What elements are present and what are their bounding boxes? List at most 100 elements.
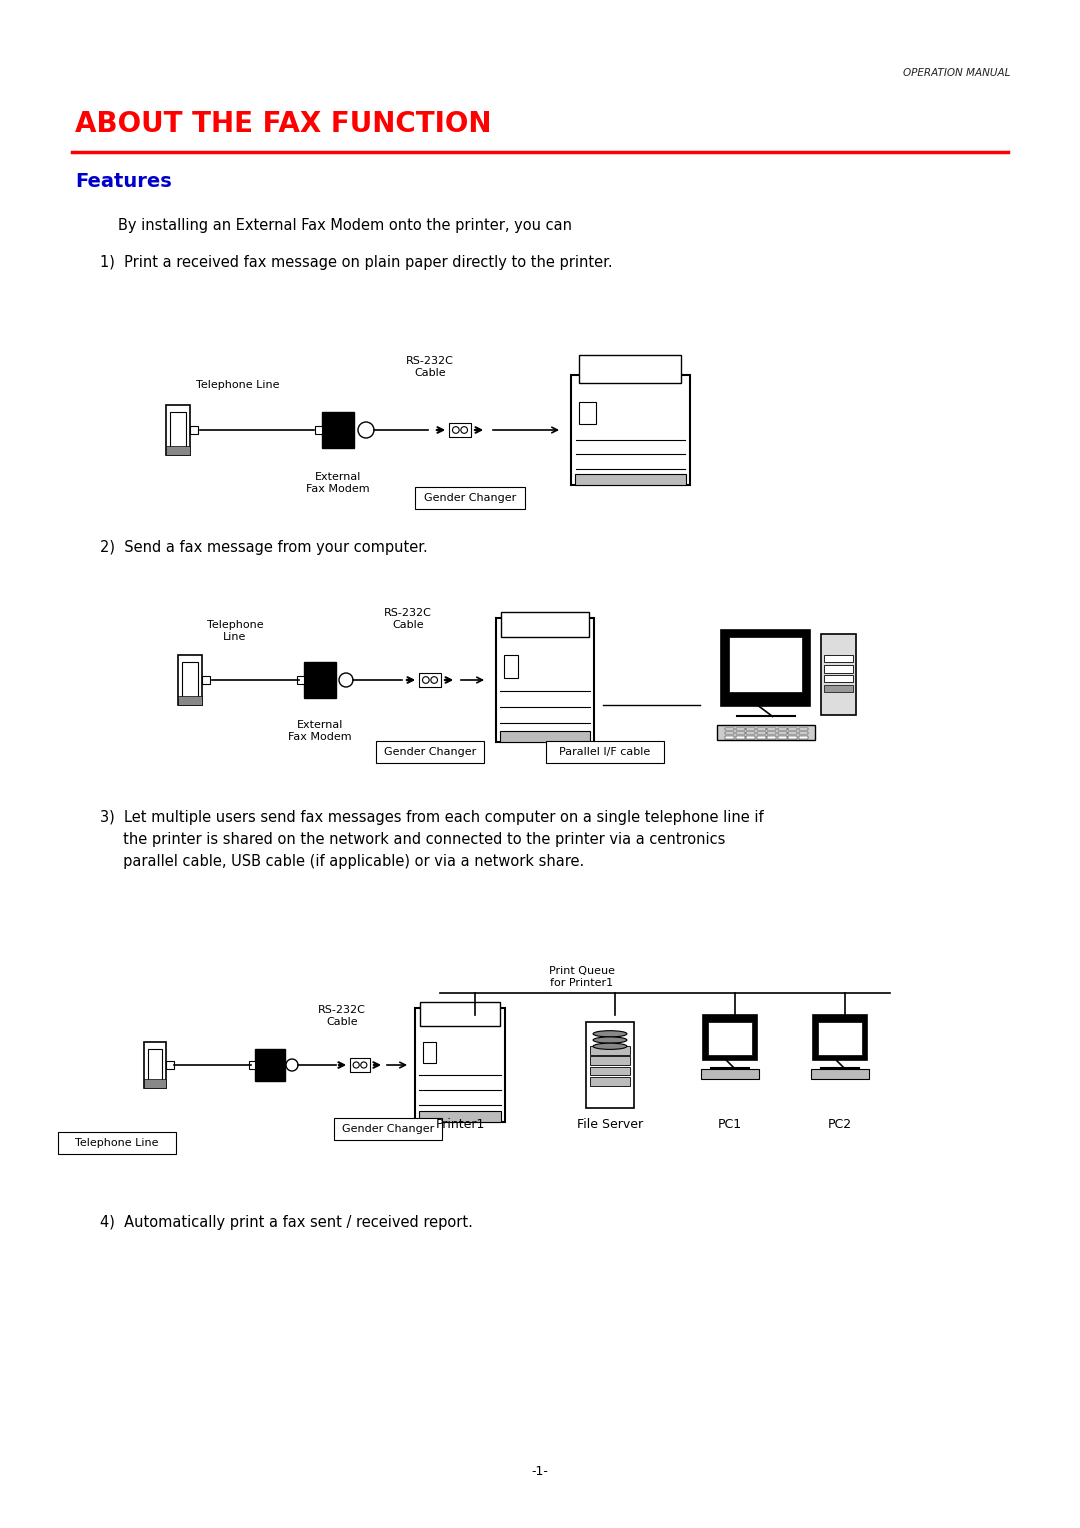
Bar	[585, 1022, 634, 1108]
Bar	[148, 1048, 162, 1082]
Bar	[255, 1048, 285, 1082]
Text: Telephone
Line: Telephone Line	[206, 620, 264, 642]
Bar	[729, 637, 802, 692]
Text: 4)  Automatically print a fax sent / received report.: 4) Automatically print a fax sent / rece…	[100, 1215, 473, 1230]
Bar	[58, 1132, 176, 1154]
Bar	[350, 1059, 369, 1071]
Bar	[735, 727, 745, 730]
Bar	[735, 732, 745, 735]
Bar	[813, 1015, 866, 1060]
Bar	[788, 727, 797, 730]
Text: PC1: PC1	[718, 1118, 742, 1131]
Text: Features: Features	[75, 173, 172, 191]
Bar	[757, 736, 766, 738]
Bar	[811, 1070, 868, 1079]
Bar	[701, 1070, 759, 1079]
Bar	[501, 611, 589, 637]
Bar	[590, 1047, 631, 1054]
Bar	[726, 732, 734, 735]
Text: RS-232C
Cable: RS-232C Cable	[319, 1005, 366, 1027]
Bar	[178, 656, 202, 704]
Bar	[166, 446, 190, 455]
Bar	[570, 374, 689, 486]
Bar	[590, 1067, 631, 1076]
Bar	[703, 1015, 756, 1060]
Text: RS-232C
Cable: RS-232C Cable	[406, 356, 454, 377]
Bar	[420, 1002, 500, 1025]
Bar	[735, 736, 745, 738]
Bar	[248, 1060, 255, 1070]
Circle shape	[461, 426, 468, 434]
Bar	[419, 1111, 501, 1122]
Text: External
Fax Modem: External Fax Modem	[307, 472, 369, 494]
Text: Gender Changer: Gender Changer	[342, 1125, 434, 1134]
Bar	[315, 426, 322, 434]
Bar	[768, 736, 777, 738]
Text: Telephone Line: Telephone Line	[197, 380, 280, 390]
Bar	[183, 662, 198, 698]
Bar	[708, 1022, 752, 1056]
Bar	[721, 630, 810, 706]
Bar	[546, 741, 664, 762]
Text: Telephone Line: Telephone Line	[76, 1138, 159, 1148]
Text: the printer is shared on the network and connected to the printer via a centroni: the printer is shared on the network and…	[100, 833, 726, 847]
Bar	[746, 736, 755, 738]
Circle shape	[431, 677, 437, 683]
Bar	[171, 413, 186, 448]
Bar	[579, 402, 596, 425]
Bar	[144, 1042, 166, 1088]
Bar	[415, 1008, 504, 1122]
Bar	[590, 1077, 631, 1085]
Bar	[415, 487, 525, 509]
Bar	[178, 695, 202, 704]
Ellipse shape	[593, 1038, 626, 1044]
Bar	[821, 634, 856, 715]
Circle shape	[286, 1059, 298, 1071]
Circle shape	[339, 672, 353, 688]
Bar	[788, 736, 797, 738]
Bar	[423, 1042, 435, 1063]
Bar	[788, 732, 797, 735]
Bar	[799, 736, 808, 738]
Bar	[768, 727, 777, 730]
Bar	[746, 727, 755, 730]
Bar	[757, 732, 766, 735]
Bar	[322, 413, 354, 448]
Bar	[726, 736, 734, 738]
Text: -1-: -1-	[531, 1465, 549, 1478]
Circle shape	[453, 426, 459, 434]
Bar	[376, 741, 484, 762]
Text: 3)  Let multiple users send fax messages from each computer on a single telephon: 3) Let multiple users send fax messages …	[100, 810, 764, 825]
Text: Gender Changer: Gender Changer	[383, 747, 476, 756]
Bar	[717, 724, 814, 740]
Bar	[757, 727, 766, 730]
Text: PC2: PC2	[828, 1118, 852, 1131]
Bar	[334, 1118, 442, 1140]
Bar	[419, 672, 441, 688]
Bar	[819, 1022, 862, 1056]
Text: parallel cable, USB cable (if applicable) or via a network share.: parallel cable, USB cable (if applicable…	[100, 854, 584, 869]
Bar	[496, 619, 594, 741]
Bar	[500, 730, 590, 741]
Text: Gender Changer: Gender Changer	[423, 494, 516, 503]
Bar	[778, 727, 787, 730]
Bar	[166, 405, 190, 455]
Circle shape	[422, 677, 429, 683]
Circle shape	[357, 422, 374, 439]
Bar	[799, 732, 808, 735]
Bar	[202, 675, 211, 685]
Circle shape	[353, 1062, 360, 1068]
Text: RS-232C
Cable: RS-232C Cable	[384, 608, 432, 630]
Bar	[726, 727, 734, 730]
Circle shape	[361, 1062, 367, 1068]
Bar	[824, 686, 853, 692]
Bar	[449, 423, 471, 437]
Bar	[504, 656, 517, 677]
Bar	[799, 727, 808, 730]
Bar	[824, 654, 853, 662]
Bar	[166, 1060, 174, 1070]
Text: 2)  Send a fax message from your computer.: 2) Send a fax message from your computer…	[100, 539, 428, 555]
Ellipse shape	[593, 1044, 626, 1050]
Bar	[778, 732, 787, 735]
Bar	[768, 732, 777, 735]
